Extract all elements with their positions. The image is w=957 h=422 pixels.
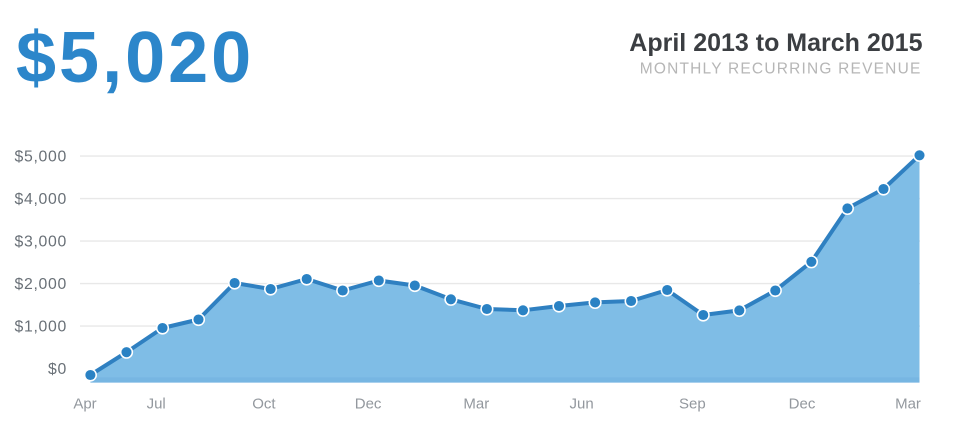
svg-text:Dec: Dec <box>355 395 382 412</box>
svg-text:Jun: Jun <box>570 395 594 412</box>
svg-text:Mar: Mar <box>895 395 921 412</box>
svg-text:$4,000: $4,000 <box>14 191 67 208</box>
svg-text:Dec: Dec <box>789 395 816 412</box>
svg-text:$0: $0 <box>48 361 67 378</box>
svg-text:MONTHLY RECURRING REVENUE: MONTHLY RECURRING REVENUE <box>640 61 922 78</box>
svg-text:Oct: Oct <box>252 395 276 412</box>
svg-text:$2,000: $2,000 <box>14 276 67 293</box>
svg-text:April 2013 to March 2015: April 2013 to March 2015 <box>629 29 922 57</box>
svg-text:$5,020: $5,020 <box>16 18 254 98</box>
svg-text:Apr: Apr <box>73 395 96 412</box>
svg-text:$1,000: $1,000 <box>14 319 67 336</box>
svg-text:$5,000: $5,000 <box>14 149 67 166</box>
svg-text:Mar: Mar <box>463 395 489 412</box>
svg-text:Jul: Jul <box>147 395 166 412</box>
svg-text:Sep: Sep <box>679 395 706 412</box>
svg-text:$3,000: $3,000 <box>14 234 67 251</box>
